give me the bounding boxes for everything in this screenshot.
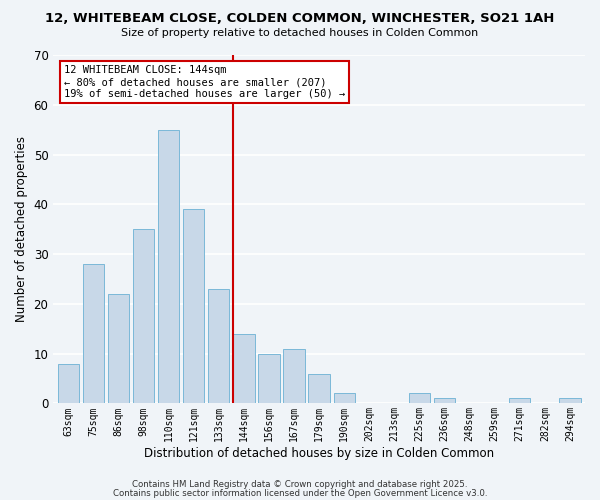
Bar — [208, 289, 229, 404]
Bar — [58, 364, 79, 404]
Text: Contains public sector information licensed under the Open Government Licence v3: Contains public sector information licen… — [113, 489, 487, 498]
Bar — [509, 398, 530, 404]
Bar — [133, 229, 154, 404]
Text: Contains HM Land Registry data © Crown copyright and database right 2025.: Contains HM Land Registry data © Crown c… — [132, 480, 468, 489]
Bar — [158, 130, 179, 404]
Bar — [283, 348, 305, 404]
Y-axis label: Number of detached properties: Number of detached properties — [15, 136, 28, 322]
Bar — [259, 354, 280, 404]
Bar — [233, 334, 254, 404]
Text: 12 WHITEBEAM CLOSE: 144sqm
← 80% of detached houses are smaller (207)
19% of sem: 12 WHITEBEAM CLOSE: 144sqm ← 80% of deta… — [64, 66, 345, 98]
Bar — [559, 398, 581, 404]
Bar — [409, 394, 430, 404]
Bar — [183, 210, 205, 404]
Bar — [108, 294, 129, 404]
Bar — [308, 374, 330, 404]
Text: Size of property relative to detached houses in Colden Common: Size of property relative to detached ho… — [121, 28, 479, 38]
Bar — [334, 394, 355, 404]
Text: 12, WHITEBEAM CLOSE, COLDEN COMMON, WINCHESTER, SO21 1AH: 12, WHITEBEAM CLOSE, COLDEN COMMON, WINC… — [46, 12, 554, 26]
Bar — [83, 264, 104, 404]
Bar — [434, 398, 455, 404]
X-axis label: Distribution of detached houses by size in Colden Common: Distribution of detached houses by size … — [144, 447, 494, 460]
